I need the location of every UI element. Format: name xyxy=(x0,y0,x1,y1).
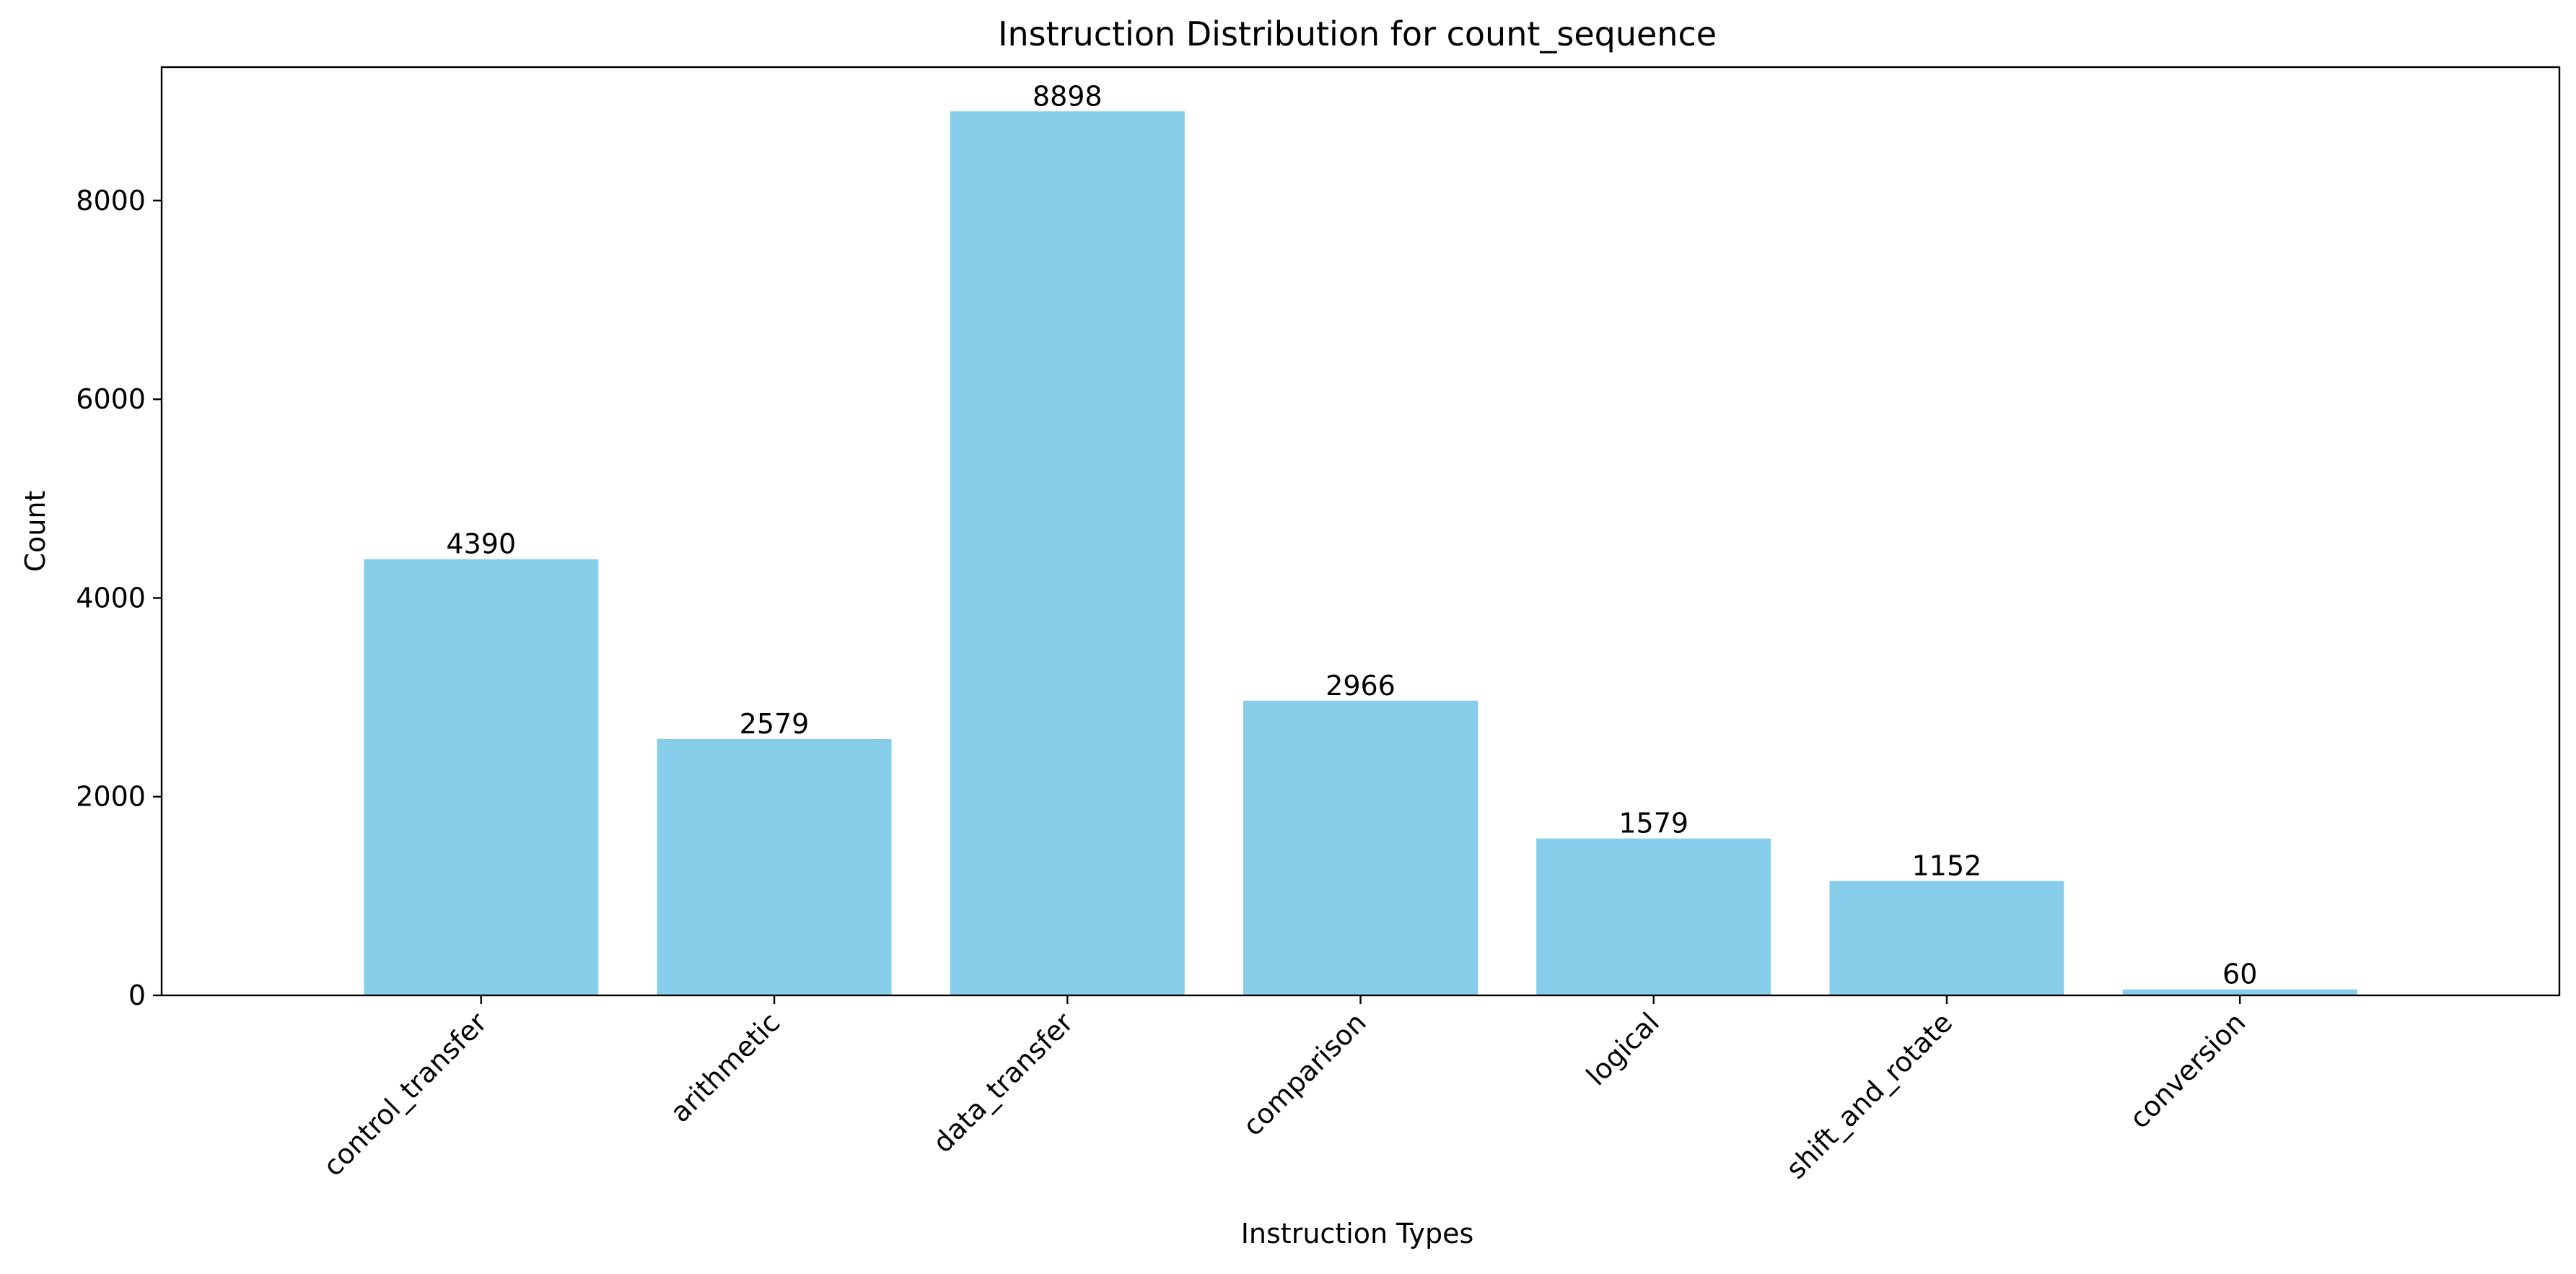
y-tick-label-6000: 6000 xyxy=(76,383,146,415)
data-label-control_transfer: 4390 xyxy=(446,528,516,560)
y-axis-label: Count xyxy=(19,491,51,572)
chart-title: Instruction Distribution for count_seque… xyxy=(998,14,1717,53)
bar-data_transfer xyxy=(950,111,1185,995)
bar-arithmetic xyxy=(657,739,892,995)
y-tick-label-0: 0 xyxy=(128,980,146,1011)
bar-logical xyxy=(1536,838,1771,995)
y-tick-label-4000: 4000 xyxy=(76,582,146,614)
data-label-conversion: 60 xyxy=(2222,959,2257,990)
x-axis-label: Instruction Types xyxy=(1241,1218,1474,1249)
plot-frame xyxy=(160,66,2561,997)
data-labels-layer: 4390 2579 8898 2966 1579 1152 60 xyxy=(446,80,2257,990)
bar-conversion xyxy=(2122,989,2357,995)
data-label-data_transfer: 8898 xyxy=(1033,80,1103,112)
y-tick-label-8000: 8000 xyxy=(76,185,146,217)
data-label-comparison: 2966 xyxy=(1326,670,1396,702)
data-label-shift_and_rotate: 1152 xyxy=(1912,850,1982,881)
data-label-arithmetic: 2579 xyxy=(740,708,810,740)
bars-layer xyxy=(364,111,2357,995)
bar-comparison xyxy=(1243,700,1478,995)
y-tick-label-2000: 2000 xyxy=(76,781,146,813)
bar-shift_and_rotate xyxy=(1829,881,2064,995)
data-label-logical: 1579 xyxy=(1618,808,1688,839)
bar-control_transfer xyxy=(364,559,599,995)
